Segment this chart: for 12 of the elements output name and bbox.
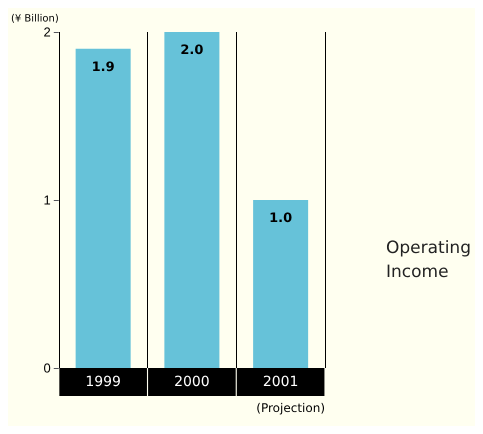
y-axis-title: (¥ Billion) [10,14,59,24]
y-tick-label: 2 [44,24,51,40]
text: Operating Income [386,238,472,282]
x-tick-label: 2000 [174,374,210,390]
y-tick-label: 0 [44,360,51,376]
data-label: 2.0 [180,43,204,58]
text: (Projection) [256,401,325,415]
y-tick-label: 1 [44,192,51,208]
data-label: 1.0 [269,211,292,226]
x-tick-label: 2001 [262,374,298,390]
data-label: 1.9 [92,60,115,75]
x-tick-label: 1999 [85,374,121,390]
